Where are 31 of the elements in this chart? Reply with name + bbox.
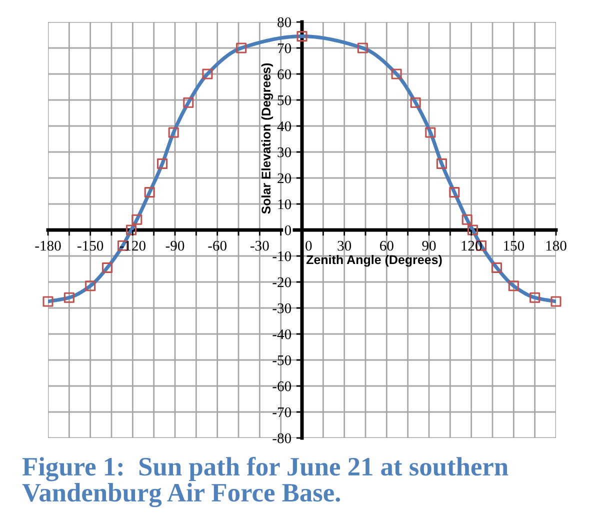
- x-tick-label: 0: [306, 240, 312, 251]
- x-tick-label: -90: [166, 240, 184, 251]
- y-tick-label: 50: [278, 95, 292, 106]
- x-tick-label: 90: [422, 240, 436, 251]
- y-axis-title: Solar Elevation (Degrees): [261, 63, 274, 214]
- y-tick-label: -20: [272, 277, 292, 288]
- x-tick-label: -150: [78, 240, 104, 251]
- x-tick-label: -180: [35, 240, 61, 251]
- x-axis-title: Zenith Angle (Degrees): [306, 254, 442, 267]
- y-tick-label: -10: [272, 251, 292, 262]
- text: Figure 1: Sun path for June 21 at southern Vandenburg Air Force Base.: [22, 456, 508, 508]
- x-tick-label: 150: [504, 240, 524, 251]
- y-tick-label: -80: [272, 433, 292, 444]
- y-tick-label: 80: [278, 17, 292, 28]
- y-tick-label: 40: [277, 121, 292, 132]
- x-tick-label: 60: [380, 240, 394, 251]
- y-tick-label: 60: [278, 69, 292, 80]
- y-tick-label: 70: [278, 43, 292, 54]
- y-tick-label: -30: [272, 303, 292, 314]
- y-tick-label: 0: [284, 225, 292, 236]
- y-tick-label: -40: [272, 329, 292, 340]
- y-tick-label: 30: [278, 147, 292, 158]
- y-tick-label: -50: [272, 355, 292, 366]
- x-tick-label: 180: [546, 240, 566, 251]
- x-tick-label: -60: [208, 240, 226, 251]
- x-tick-label: -30: [250, 240, 269, 251]
- y-tick-label: 10: [278, 199, 292, 210]
- x-tick-label: 30: [338, 240, 352, 251]
- y-tick-label: 20: [278, 173, 292, 184]
- y-tick-label: -70: [272, 407, 292, 418]
- y-tick-label: -60: [272, 381, 292, 392]
